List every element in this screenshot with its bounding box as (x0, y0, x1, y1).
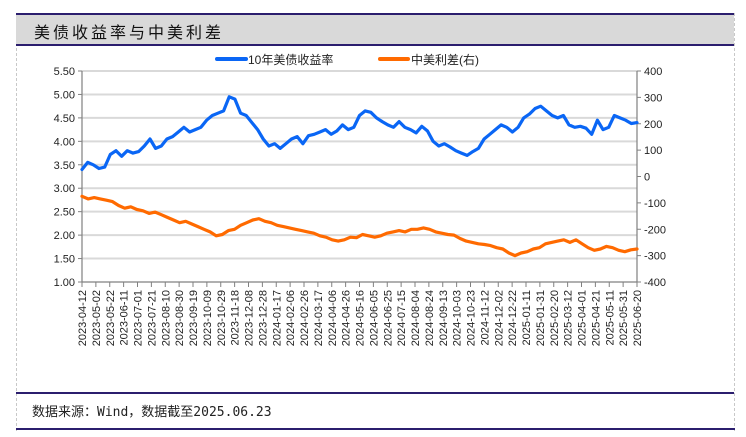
legend-item-us10y[interactable]: 10年美债收益率 (215, 52, 333, 67)
x-tick-label: 2024-01-17 (271, 290, 283, 346)
right-y-axis-labels: 400 300 200 100 0 -100 -200 -300 -400 (644, 66, 666, 289)
right-y-tick-label: -400 (644, 277, 666, 289)
right-y-tick-label: 400 (644, 66, 662, 78)
footer-bottom-rule (16, 428, 735, 430)
x-tick-label: 2024-04-06 (327, 290, 339, 346)
x-tick-label: 2025-01-31 (535, 290, 547, 346)
x-tick-label: 2023-09-19 (188, 290, 200, 346)
frame-right-border (734, 13, 735, 431)
x-tick-label: 2023-11-18 (230, 290, 242, 345)
series-lines (80, 95, 639, 258)
x-tick-label: 2025-04-21 (590, 290, 602, 346)
data-source-note: 数据来源：Wind，数据截至2025.06.23 (32, 405, 272, 420)
x-tick-label: 2023-06-11 (119, 290, 131, 345)
right-y-tick-label: 100 (644, 145, 662, 157)
x-tick-label: 2023-10-09 (202, 290, 214, 346)
axes (78, 70, 641, 287)
x-tick-label: 2025-04-01 (577, 290, 589, 346)
x-tick-label: 2023-04-12 (77, 290, 89, 346)
china-us-spread-line (80, 194, 639, 258)
x-tick-label: 2024-05-16 (355, 290, 367, 346)
x-axis-labels: 2023-04-12 2023-05-02 2023-05-22 2023-06-11… (77, 290, 644, 346)
right-y-tick-label: -200 (644, 224, 666, 236)
left-y-tick-label: 3.50 (54, 160, 75, 172)
legend: 10年美债收益率 中美利差(右) (215, 52, 479, 67)
x-tick-label: 2024-10-23 (466, 290, 478, 346)
x-tick-label: 2023-07-01 (133, 290, 145, 346)
right-y-tick-label: 300 (644, 92, 662, 104)
frame-left-border (16, 13, 17, 431)
legend-label-us10y: 10年美债收益率 (248, 52, 333, 67)
right-y-tick-label: -100 (644, 198, 666, 210)
left-y-tick-label: 5.50 (54, 66, 75, 78)
footer-top-rule (16, 392, 734, 394)
left-y-tick-label: 4.00 (54, 136, 75, 148)
x-tick-label: 2023-10-29 (216, 290, 228, 346)
left-y-tick-label: 1.50 (54, 254, 75, 266)
x-tick-label: 2024-09-13 (438, 290, 450, 346)
gridlines (82, 70, 637, 260)
x-tick-label: 2023-07-21 (146, 290, 158, 346)
x-tick-label: 2024-04-26 (341, 290, 353, 346)
x-tick-label: 2024-06-05 (368, 290, 380, 346)
x-tick-label: 2024-06-25 (382, 290, 394, 346)
x-tick-label: 2024-12-22 (507, 290, 519, 346)
x-tick-label: 2023-08-30 (174, 290, 186, 346)
x-tick-label: 2025-06-20 (632, 290, 644, 346)
us10y-yield-line (80, 95, 639, 172)
x-tick-label: 2023-05-22 (105, 290, 117, 346)
x-tick-label: 2024-12-02 (493, 290, 505, 346)
x-tick-label: 2024-03-17 (313, 290, 325, 346)
x-tick-label: 2024-02-26 (299, 290, 311, 346)
x-tick-label: 2024-02-06 (285, 290, 297, 346)
x-tick-label: 2025-01-11 (521, 290, 533, 345)
legend-item-spread[interactable]: 中美利差(右) (378, 52, 479, 67)
left-y-tick-label: 2.00 (54, 230, 75, 242)
right-y-tick-label: -300 (644, 251, 666, 263)
left-y-tick-label: 3.00 (54, 183, 75, 195)
left-y-tick-label: 1.00 (54, 277, 75, 289)
x-tick-label: 2023-05-02 (91, 290, 103, 346)
x-tick-label: 2025-05-11 (604, 290, 616, 345)
x-tick-label: 2024-11-12 (479, 290, 491, 345)
x-tick-label: 2023-08-10 (160, 290, 172, 346)
x-tick-label: 2024-07-15 (396, 290, 408, 346)
left-y-tick-label: 4.50 (54, 113, 75, 125)
chart-title: 美债收益率与中美利差 (34, 23, 225, 42)
left-y-axis-labels: 5.50 5.00 4.50 4.00 3.50 3.00 2.50 2.00 1.50 1.00 (54, 66, 75, 289)
left-y-tick-label: 2.50 (54, 207, 75, 219)
x-tick-label: 2025-02-20 (549, 290, 561, 346)
x-tick-label: 2024-08-24 (424, 290, 436, 346)
x-tick-label: 2025-03-12 (563, 290, 575, 346)
legend-label-spread: 中美利差(右) (411, 52, 479, 67)
right-y-tick-label: 0 (644, 172, 650, 184)
x-tick-label: 2023-12-28 (257, 290, 269, 346)
x-tick-label: 2023-12-08 (244, 290, 256, 346)
x-tick-label: 2024-10-03 (452, 290, 464, 346)
left-y-tick-label: 5.00 (54, 89, 75, 101)
right-y-tick-label: 200 (644, 119, 662, 131)
x-tick-label: 2025-05-31 (618, 290, 630, 346)
title-bar: 美债收益率与中美利差 (16, 13, 734, 46)
x-tick-label: 2024-08-04 (410, 290, 422, 346)
